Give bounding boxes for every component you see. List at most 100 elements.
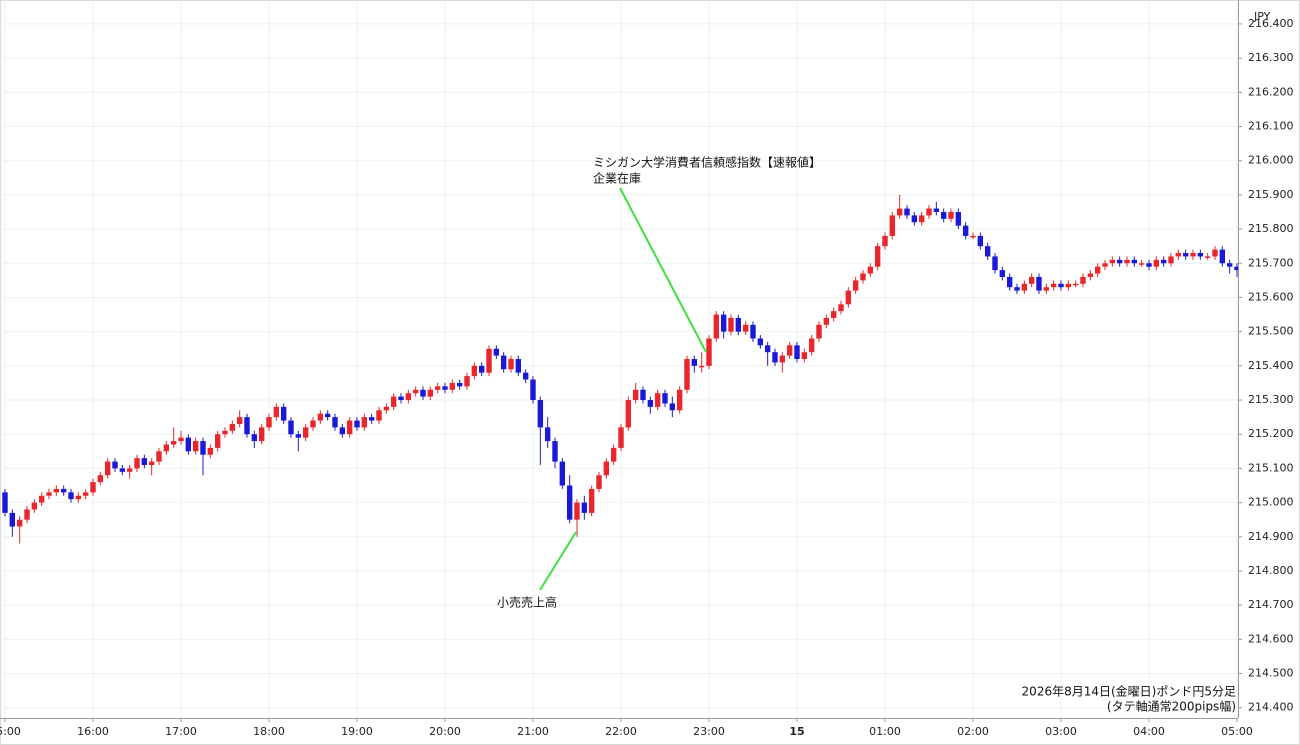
x-tick-label: 04:00 bbox=[1133, 725, 1165, 738]
candle-body bbox=[412, 389, 419, 394]
candle-body bbox=[317, 413, 324, 421]
x-tick-label: 15 bbox=[789, 725, 804, 738]
candle-body bbox=[1080, 276, 1086, 284]
candle-body bbox=[464, 376, 470, 387]
y-tick-label: 214.900 bbox=[1248, 530, 1294, 543]
candle-body bbox=[698, 365, 705, 368]
candle-body bbox=[324, 413, 331, 418]
candle-body bbox=[31, 502, 38, 510]
candle-body bbox=[1065, 283, 1072, 288]
candle-body bbox=[1153, 259, 1160, 267]
currency-label: JPY bbox=[1253, 10, 1271, 23]
candle-body bbox=[258, 427, 265, 442]
candle-body bbox=[156, 451, 162, 462]
candle-body bbox=[676, 389, 683, 411]
candle-body bbox=[801, 352, 808, 359]
candle-body bbox=[882, 235, 888, 247]
candle-body bbox=[75, 495, 82, 500]
candle-body bbox=[361, 417, 368, 428]
candle-body bbox=[691, 359, 698, 366]
candle-body bbox=[522, 372, 529, 380]
y-tick-label: 216.100 bbox=[1248, 120, 1294, 133]
candle-body bbox=[1050, 283, 1057, 288]
candle-body bbox=[2, 492, 8, 513]
y-tick-label: 215.900 bbox=[1248, 188, 1294, 201]
chart-note: (タテ軸通常200pips幅) bbox=[1107, 699, 1236, 714]
candle-body bbox=[1006, 276, 1013, 288]
candle-body bbox=[390, 396, 397, 407]
candle-body bbox=[1036, 276, 1042, 291]
candle-body bbox=[889, 215, 896, 236]
candle-body bbox=[984, 246, 991, 257]
candle-body bbox=[662, 393, 668, 404]
y-tick-label: 214.400 bbox=[1248, 701, 1294, 714]
y-tick-label: 215.200 bbox=[1248, 427, 1294, 440]
candle-body bbox=[852, 280, 859, 291]
axes: 214.400 214.500 214.600 214.700 214.800 214.9… bbox=[0, 17, 1294, 738]
candle-body bbox=[442, 386, 448, 390]
x-tick-label: 19:00 bbox=[341, 725, 373, 738]
candle-body bbox=[1028, 276, 1035, 284]
candle-body bbox=[60, 488, 67, 493]
candle-body bbox=[1124, 259, 1130, 264]
candle-body bbox=[970, 235, 976, 238]
y-tick-label: 214.500 bbox=[1248, 667, 1294, 680]
candle-body bbox=[596, 475, 602, 489]
annotation-pointer bbox=[619, 187, 707, 353]
candle-body bbox=[581, 502, 588, 513]
candle-body bbox=[192, 441, 199, 452]
candle-body bbox=[647, 400, 654, 407]
candle-body bbox=[977, 235, 984, 247]
candle-body bbox=[1190, 253, 1196, 257]
x-tick-label: 16:00 bbox=[77, 725, 109, 738]
candle-body bbox=[669, 403, 676, 411]
candle-body bbox=[1087, 273, 1094, 277]
candle-body bbox=[24, 509, 30, 520]
candle-body bbox=[992, 256, 998, 271]
grid bbox=[0, 0, 1238, 718]
candle-body bbox=[38, 495, 45, 503]
candle-body bbox=[735, 317, 742, 332]
candle-body bbox=[764, 345, 771, 353]
candle-body bbox=[515, 359, 522, 373]
candle-body bbox=[68, 492, 74, 500]
candle-body bbox=[222, 430, 228, 435]
candle-body bbox=[816, 324, 822, 339]
y-tick-label: 216.000 bbox=[1248, 154, 1294, 167]
candle-body bbox=[126, 468, 133, 472]
candle-body bbox=[486, 348, 492, 373]
candle-body bbox=[1014, 287, 1020, 291]
candle-body bbox=[911, 215, 918, 223]
candle-body bbox=[904, 208, 910, 216]
candle-body bbox=[244, 417, 250, 435]
candle-body bbox=[148, 461, 155, 465]
candle-body bbox=[559, 461, 566, 486]
y-tick-label: 215.600 bbox=[1248, 290, 1294, 303]
x-tick-label: 20:00 bbox=[429, 725, 461, 738]
candle-body bbox=[1131, 259, 1138, 264]
x-tick-label: 22:00 bbox=[605, 725, 637, 738]
candle-body bbox=[478, 365, 485, 373]
candle-body bbox=[948, 211, 954, 219]
candle-body bbox=[742, 324, 749, 332]
candle-body bbox=[779, 355, 786, 363]
candle-body bbox=[706, 338, 712, 366]
y-tick-label: 216.400 bbox=[1248, 17, 1294, 30]
candle-body bbox=[1204, 256, 1211, 258]
candle-body bbox=[1102, 263, 1108, 267]
candle-body bbox=[830, 311, 837, 318]
candle-body bbox=[273, 406, 280, 418]
candle-body bbox=[1043, 287, 1050, 291]
candle-body bbox=[640, 389, 646, 401]
candle-body bbox=[625, 400, 632, 428]
candle-body bbox=[1058, 283, 1064, 288]
candle-body bbox=[185, 437, 192, 452]
candle-body bbox=[823, 317, 830, 325]
candle-body bbox=[280, 406, 287, 421]
candle-body bbox=[288, 420, 294, 435]
candle-body bbox=[838, 304, 844, 312]
candle-body bbox=[427, 389, 434, 397]
candle-body bbox=[434, 386, 441, 390]
candle-body bbox=[962, 225, 969, 236]
